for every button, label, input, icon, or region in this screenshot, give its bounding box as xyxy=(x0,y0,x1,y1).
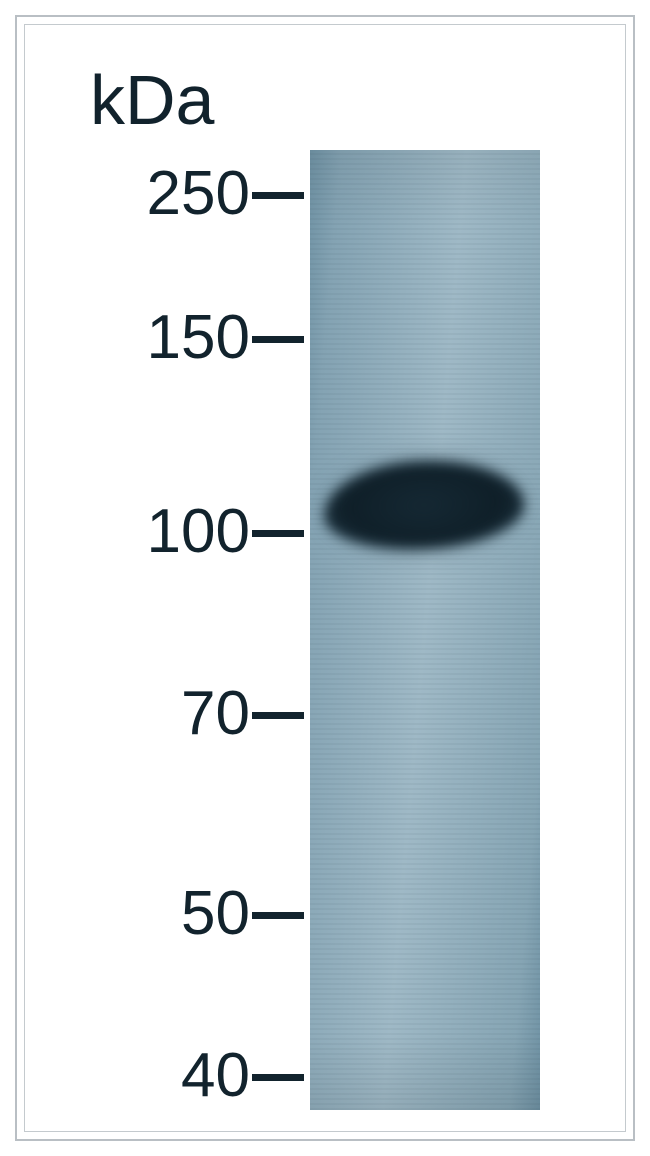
mw-tick-100 xyxy=(252,530,304,537)
mw-tick-250 xyxy=(252,192,304,199)
unit-label-kda: kDa xyxy=(90,60,214,140)
mw-label-40: 40 xyxy=(40,1040,250,1111)
protein-band-halo xyxy=(311,441,537,568)
mw-tick-150 xyxy=(252,336,304,343)
mw-label-50: 50 xyxy=(40,878,250,949)
mw-label-100: 100 xyxy=(40,496,250,567)
blot-lane xyxy=(310,150,540,1110)
mw-label-70: 70 xyxy=(40,678,250,749)
mw-tick-50 xyxy=(252,912,304,919)
mw-tick-70 xyxy=(252,712,304,719)
mw-tick-40 xyxy=(252,1074,304,1081)
mw-label-150: 150 xyxy=(40,302,250,373)
mw-label-250: 250 xyxy=(40,158,250,229)
